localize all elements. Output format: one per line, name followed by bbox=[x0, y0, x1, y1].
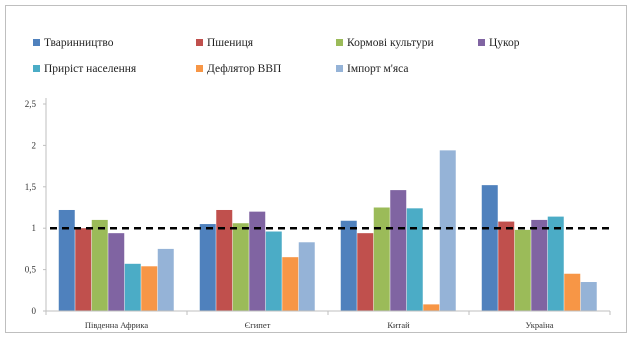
legend-item-1: Тваринництво bbox=[33, 37, 114, 49]
bar-2-3 bbox=[232, 223, 249, 311]
legend-item-3-swatch bbox=[336, 39, 343, 46]
legend-item-5-swatch bbox=[33, 65, 40, 72]
bar-2-5 bbox=[265, 231, 282, 311]
legend-item-3-label: Кормові культури bbox=[347, 37, 434, 49]
x-category-label: Єгипет bbox=[245, 320, 271, 330]
bar-3-6 bbox=[423, 304, 440, 311]
bar-3-5 bbox=[406, 208, 423, 311]
y-tick-label: 2,5 bbox=[25, 99, 37, 109]
legend-item-6-label: Дефлятор ВВП bbox=[207, 63, 281, 75]
bar-2-7 bbox=[298, 242, 315, 311]
bar-1-1 bbox=[58, 209, 75, 311]
bar-4-6 bbox=[564, 273, 581, 311]
bar-1-2 bbox=[75, 228, 92, 311]
x-category-label: Китай bbox=[387, 320, 410, 330]
legend-item-5: Приріст населення bbox=[33, 63, 137, 75]
legend-item-6-swatch bbox=[196, 65, 203, 72]
bars-group bbox=[58, 150, 597, 311]
bar-1-5 bbox=[124, 263, 141, 311]
y-tick-label: 1,5 bbox=[25, 182, 37, 192]
legend-item-4: Цукор bbox=[478, 37, 520, 49]
bar-4-5 bbox=[547, 216, 564, 311]
legend-item-4-label: Цукор bbox=[489, 37, 520, 49]
chart-legend: Тваринництво Пшениця Кормові культури Цукор… bbox=[33, 37, 520, 75]
bar-1-3 bbox=[91, 219, 108, 311]
y-tick-label: 0 bbox=[32, 306, 37, 316]
legend-item-6: Дефлятор ВВП bbox=[196, 63, 281, 75]
legend-item-7-label: Імпорт м'яса bbox=[347, 63, 409, 75]
legend-item-1-label: Тваринництво bbox=[44, 37, 114, 49]
legend-item-7: Імпорт м'яса bbox=[336, 63, 409, 75]
bar-4-1 bbox=[481, 185, 498, 311]
y-tick-label: 1 bbox=[32, 223, 37, 233]
bar-2-2 bbox=[216, 209, 233, 311]
bar-1-4 bbox=[108, 233, 125, 311]
bar-3-2 bbox=[357, 233, 374, 311]
bar-3-1 bbox=[340, 220, 357, 311]
bar-1-6 bbox=[141, 266, 158, 311]
bar-4-3 bbox=[514, 229, 531, 311]
bar-3-7 bbox=[439, 150, 456, 311]
legend-item-3: Кормові культури bbox=[336, 37, 434, 49]
bar-3-4 bbox=[390, 190, 407, 311]
bar-3-3 bbox=[373, 207, 390, 311]
legend-item-2-swatch bbox=[196, 39, 203, 46]
legend-item-7-swatch bbox=[336, 65, 343, 72]
bar-2-1 bbox=[199, 224, 216, 311]
y-axis: 0 0,5 1 1,5 2 2,5 bbox=[25, 98, 47, 316]
legend-item-1-swatch bbox=[33, 39, 40, 46]
bar-4-4 bbox=[531, 219, 548, 311]
bar-1-7 bbox=[157, 248, 174, 311]
bar-4-2 bbox=[498, 221, 515, 311]
x-category-label: Південна Африка bbox=[85, 320, 149, 330]
bar-2-6 bbox=[282, 257, 299, 311]
legend-item-2: Пшениця bbox=[196, 37, 254, 49]
legend-item-2-label: Пшениця bbox=[207, 37, 254, 49]
legend-item-4-swatch bbox=[478, 39, 485, 46]
x-category-label: Україна bbox=[525, 320, 553, 330]
bar-2-4 bbox=[249, 211, 266, 311]
legend-item-5-label: Приріст населення bbox=[44, 63, 137, 75]
y-tick-label: 0,5 bbox=[25, 265, 37, 275]
y-tick-label: 2 bbox=[32, 140, 37, 150]
x-axis: Південна Африка Єгипет Китай Україна bbox=[45, 310, 611, 330]
bar-4-7 bbox=[580, 282, 597, 311]
